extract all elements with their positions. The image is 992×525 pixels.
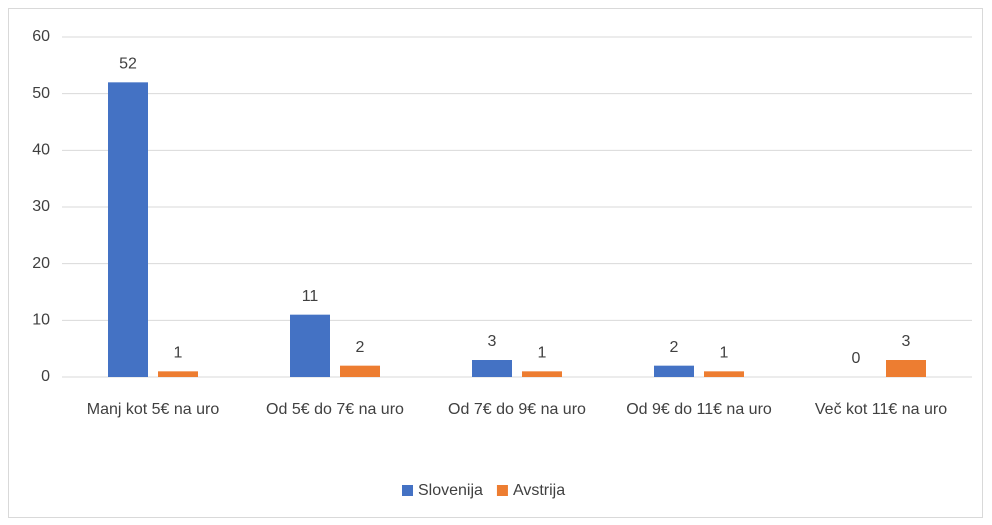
data-label: 1 [538,345,547,362]
data-label: 3 [488,333,497,350]
x-tick-label: Od 7€ do 9€ na uro [448,401,586,418]
data-label: 2 [670,339,679,356]
data-label: 52 [119,56,137,73]
chart-frame [8,8,983,518]
x-tick-label: Manj kot 5€ na uro [86,401,220,418]
bar [472,360,512,377]
data-label: 3 [902,333,911,350]
x-tick-label: Od 5€ do 7€ na uro [266,401,404,418]
x-tick-label: Več kot 11€ na uro [814,401,948,418]
data-label: 0 [852,350,861,367]
data-label: 11 [302,288,319,305]
data-label: 2 [356,339,365,356]
data-label: 1 [174,345,183,362]
x-tick-label: Od 9€ do 11€ na uro [626,401,772,418]
legend-swatch [496,485,508,496]
bar [704,371,744,377]
bar [340,365,380,377]
y-tick-label: 10 [32,312,50,329]
y-tick-label: 0 [41,368,50,385]
legend-swatch [402,485,413,496]
y-tick-label: 20 [32,255,50,272]
bar [886,360,926,377]
y-tick-label: 50 [32,85,50,102]
y-tick-label: 60 [32,28,50,45]
y-tick-label: 30 [32,198,50,215]
bar [290,314,330,377]
data-label: 1 [720,345,729,362]
bar [654,365,694,377]
y-tick-label: 40 [32,142,50,159]
legend-label: Slovenija [418,482,483,499]
bar [522,371,562,377]
legend-label: Avstrija [513,482,565,499]
bar [108,82,148,377]
bar [158,371,198,377]
